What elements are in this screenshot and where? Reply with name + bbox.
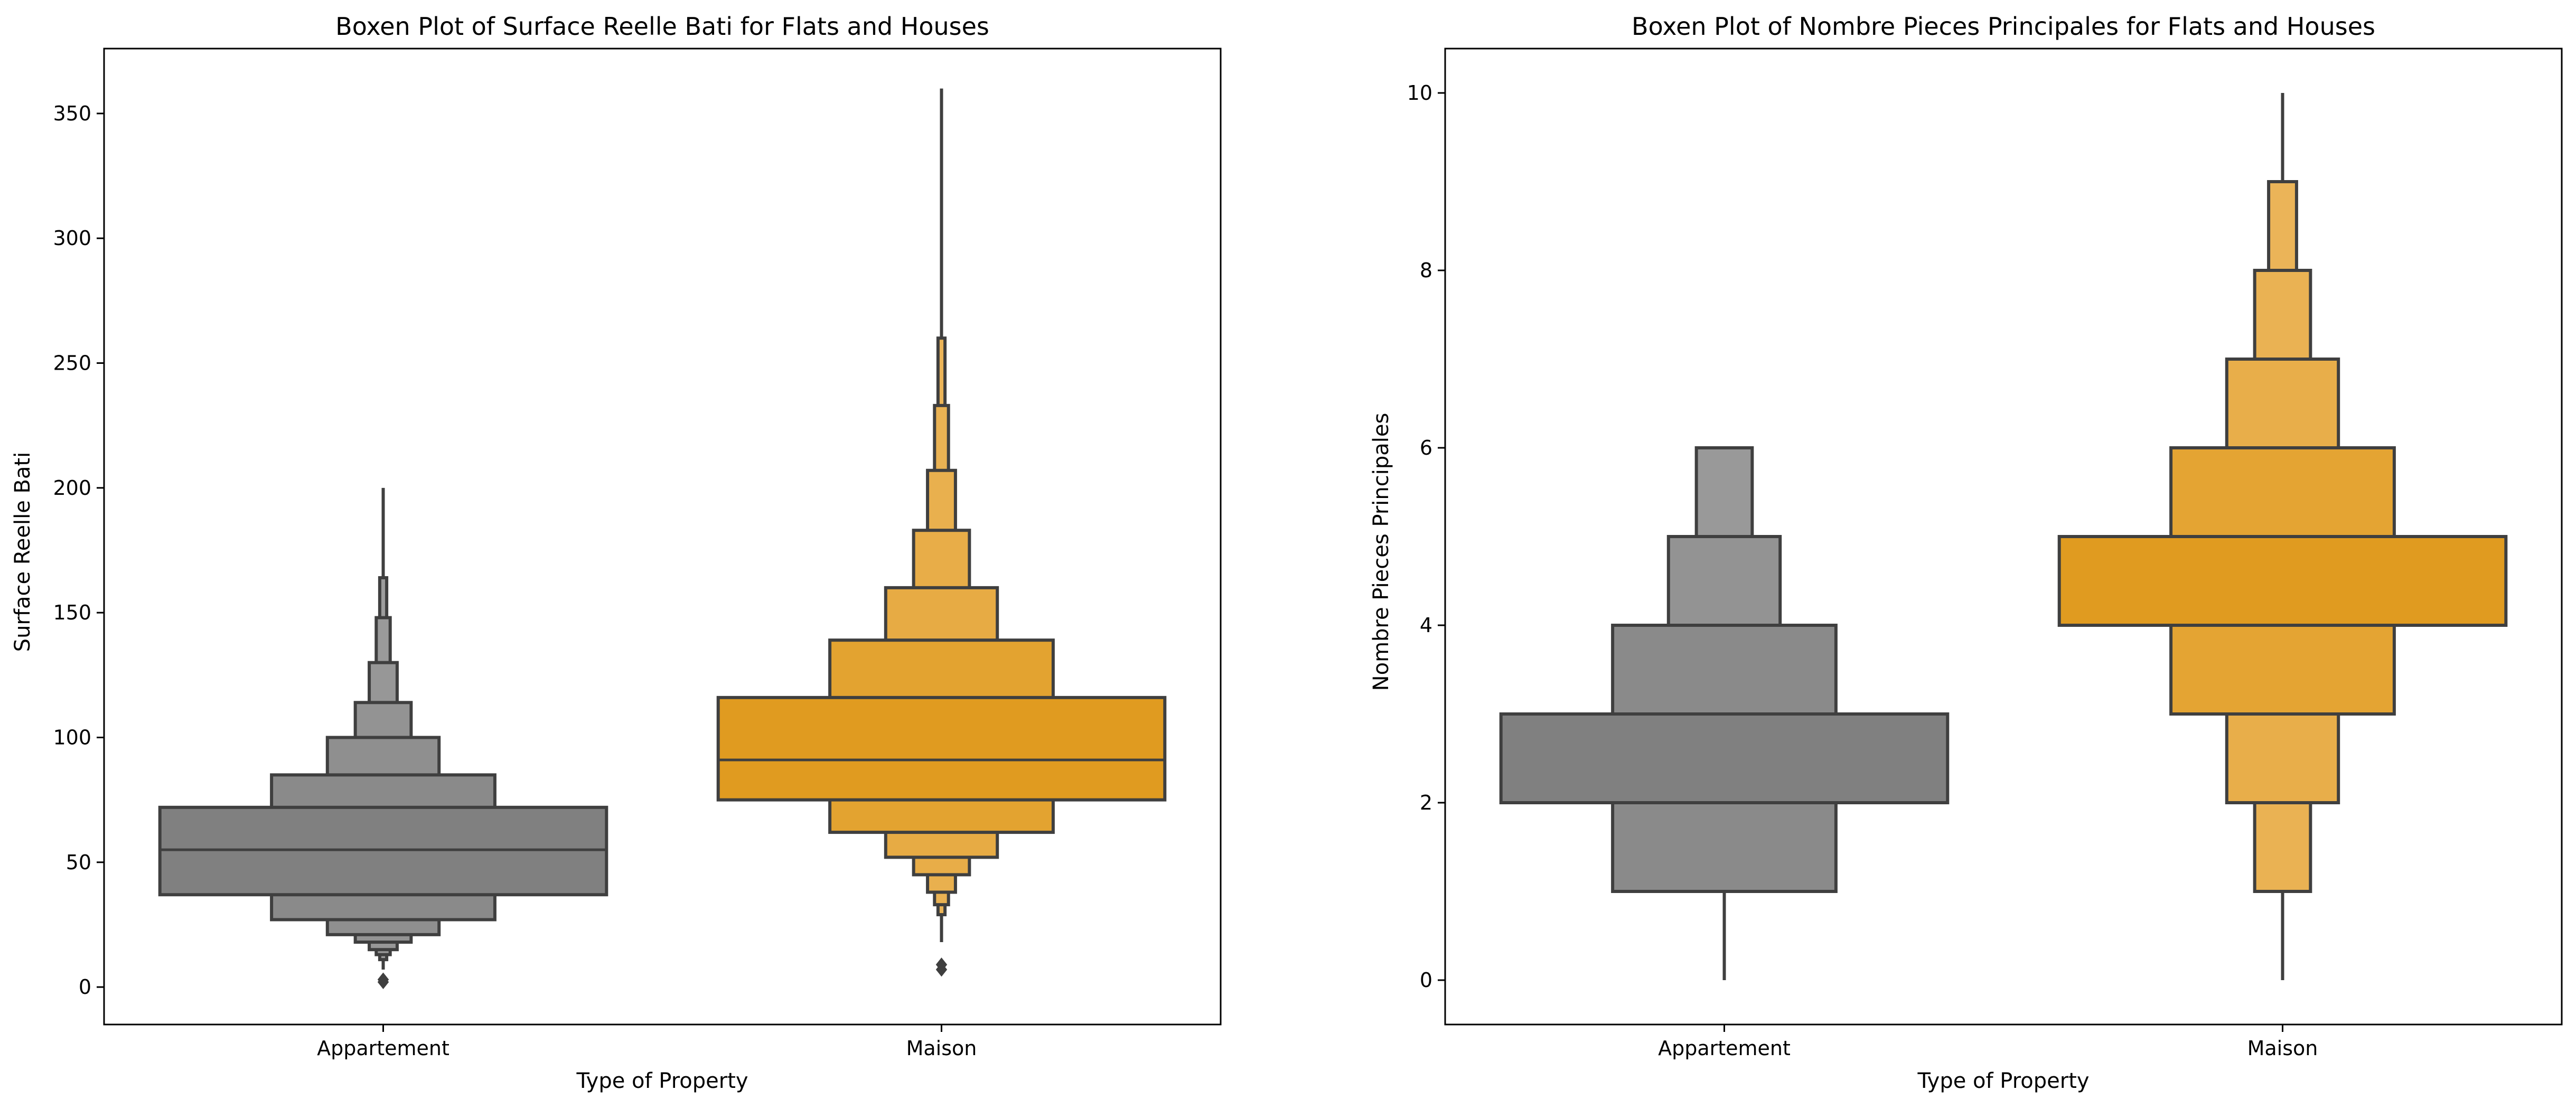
y-tick-label: 350 (53, 102, 91, 125)
plot-area: 0 2 4 6 8 10 Appartement Maison (1407, 81, 2508, 1060)
y-tick-label: 100 (53, 726, 91, 749)
y-tick-label: 0 (79, 975, 91, 999)
axes-frame (103, 48, 1222, 1026)
boxen-maison (716, 88, 1167, 977)
axes-frame (1444, 48, 2563, 1026)
y-tick-label: 300 (53, 227, 91, 250)
y-tick-label: 6 (1420, 436, 1432, 459)
outlier-marker (935, 957, 948, 972)
y-tick-label: 0 (1420, 969, 1432, 992)
x-tick-label: Maison (2247, 1037, 2318, 1060)
y-tick-label: 50 (66, 851, 91, 874)
y-axis-label: Nombre Pieces Principales (1369, 413, 1393, 691)
chart-title: Boxen Plot of Nombre Pieces Principales … (1632, 12, 2375, 41)
boxen-box (1499, 712, 1950, 804)
x-axis-label: Type of Property (576, 1069, 748, 1093)
boxen-appartement (158, 487, 608, 990)
y-tick-label: 2 (1420, 791, 1432, 814)
y-axis-label: Surface Reelle Bati (11, 452, 35, 652)
x-tick-label: Appartement (1658, 1037, 1791, 1060)
plot-area: 0 50 100 150 200 250 300 350 Appartement Maison (53, 88, 1167, 1060)
boxen-box (2057, 535, 2508, 627)
y-tick-label: 150 (53, 601, 91, 624)
boxen-appartement (1499, 446, 1950, 980)
x-axis-label: Type of Property (1917, 1069, 2089, 1093)
panel-nombre-pieces-principales: Boxen Plot of Nombre Pieces Principales … (1369, 12, 2563, 1093)
y-tick-label: 250 (53, 352, 91, 375)
y-tick-label: 8 (1420, 259, 1432, 282)
boxen-maison (2057, 93, 2508, 980)
y-tick-label: 4 (1420, 614, 1432, 637)
y-tick-label: 10 (1407, 81, 1432, 105)
y-tick-label: 200 (53, 476, 91, 500)
chart-title: Boxen Plot of Surface Reelle Bati for Fl… (335, 12, 989, 41)
panel-surface-reelle-bati: Boxen Plot of Surface Reelle Bati for Fl… (11, 12, 1222, 1093)
outlier-marker (377, 972, 389, 987)
x-tick-label: Maison (906, 1037, 977, 1060)
x-tick-label: Appartement (317, 1037, 449, 1060)
boxen-box (716, 696, 1167, 802)
